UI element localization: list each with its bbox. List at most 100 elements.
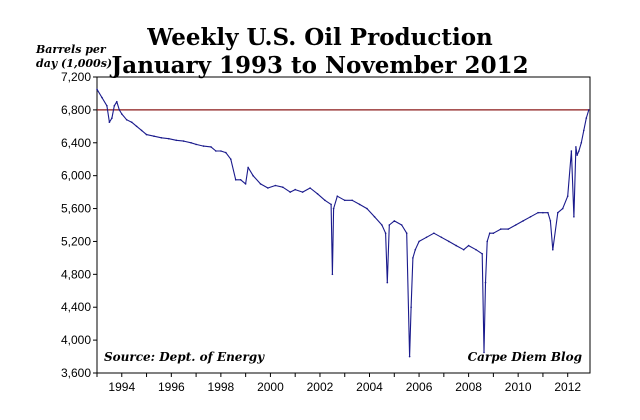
y-axis-label-line-1: Barrels per — [36, 43, 106, 56]
data-point — [160, 137, 163, 139]
data-point — [484, 281, 487, 284]
data-point — [455, 244, 458, 247]
data-point — [259, 183, 262, 185]
data-point — [118, 109, 121, 111]
data-point — [537, 211, 539, 214]
y-tick-label: 7,200 — [61, 70, 91, 84]
data-point — [578, 150, 580, 152]
source-annotation: Source: Dept. of Energy — [104, 350, 265, 364]
data-point — [414, 248, 417, 251]
data-point — [336, 195, 339, 197]
data-point — [247, 166, 249, 169]
data-point — [561, 207, 564, 210]
data-point — [575, 146, 577, 148]
x-tick-label: 2002 — [307, 380, 334, 394]
data-point — [440, 236, 443, 239]
data-point — [405, 232, 408, 234]
data-point — [486, 240, 489, 243]
data-point — [108, 121, 111, 123]
y-tick-label: 5,200 — [61, 234, 91, 248]
data-point — [386, 281, 389, 284]
data-point — [135, 125, 138, 128]
data-point — [366, 207, 368, 210]
data-point — [583, 129, 585, 132]
y-axis: 3,600 4,000 4,400 4,800 5,200 5,600 6,000 6,400… — [61, 70, 97, 380]
y-tick-label: 6,400 — [61, 136, 91, 150]
data-point — [514, 224, 517, 226]
data-point — [225, 151, 227, 154]
x-tick-label: 1994 — [108, 380, 135, 394]
x-tick-label: 1996 — [158, 380, 185, 394]
data-point — [106, 105, 108, 107]
data-point — [252, 174, 254, 177]
data-point — [507, 228, 510, 230]
data-point — [190, 142, 192, 144]
data-point — [202, 145, 205, 147]
data-point — [130, 121, 133, 123]
x-tick-label: 2000 — [257, 380, 284, 394]
series-points — [96, 88, 590, 358]
series-line-oil-production — [96, 89, 590, 358]
data-point — [529, 216, 532, 218]
data-point — [481, 253, 484, 255]
data-point — [580, 142, 583, 144]
data-point — [215, 150, 217, 152]
data-point — [332, 207, 335, 210]
data-point — [282, 186, 284, 188]
data-point — [373, 216, 376, 218]
data-point — [145, 133, 148, 136]
data-point — [116, 100, 118, 103]
x-tick-label: 2004 — [356, 380, 383, 394]
data-point — [140, 129, 143, 132]
data-point — [234, 179, 237, 181]
data-point — [418, 240, 420, 243]
data-point — [175, 139, 178, 142]
data-point — [324, 199, 326, 202]
data-point — [488, 232, 491, 234]
x-tick-label: 1998 — [208, 380, 235, 394]
x-tick-label: 2008 — [455, 380, 482, 394]
data-point — [475, 248, 477, 251]
data-point — [433, 232, 435, 234]
data-point — [358, 203, 361, 206]
data-point — [220, 150, 222, 152]
y-tick-label: 6,800 — [61, 103, 91, 117]
data-point — [547, 211, 549, 214]
data-point — [448, 240, 450, 243]
data-point — [410, 306, 412, 309]
chart-title: Weekly U.S. Oil Production — [147, 24, 493, 51]
y-tick-label: 4,000 — [61, 333, 91, 347]
y-tick-label: 4,800 — [61, 267, 91, 281]
x-tick-label: 2010 — [505, 380, 532, 394]
data-point — [408, 355, 411, 358]
data-point — [316, 193, 319, 195]
data-point — [384, 232, 387, 234]
data-point — [343, 199, 346, 202]
y-tick-label: 3,600 — [61, 366, 91, 380]
x-axis: 1994 1996 1998 2000 2002 2004 2006 2008 2010 2012 — [96, 373, 581, 394]
data-point — [412, 257, 414, 259]
data-point — [230, 158, 232, 160]
data-point — [351, 199, 354, 202]
data-point — [182, 140, 185, 142]
y-tick-label: 4,400 — [61, 300, 91, 314]
data-point — [294, 188, 297, 191]
y-tick-label: 5,600 — [61, 202, 91, 216]
data-point — [557, 211, 559, 214]
data-point — [570, 150, 573, 152]
data-point — [96, 88, 98, 91]
data-point — [576, 154, 578, 156]
data-point — [549, 220, 552, 222]
data-point — [168, 137, 170, 140]
chart-subtitle: January 1993 to November 2012 — [111, 52, 529, 79]
data-point — [289, 191, 292, 193]
data-point — [381, 224, 383, 226]
data-point — [400, 224, 403, 226]
data-point — [153, 135, 155, 137]
y-axis-label-line-2: day (1,000s) — [36, 57, 113, 70]
data-point — [309, 187, 311, 189]
data-point — [542, 211, 544, 214]
data-point — [522, 220, 524, 222]
